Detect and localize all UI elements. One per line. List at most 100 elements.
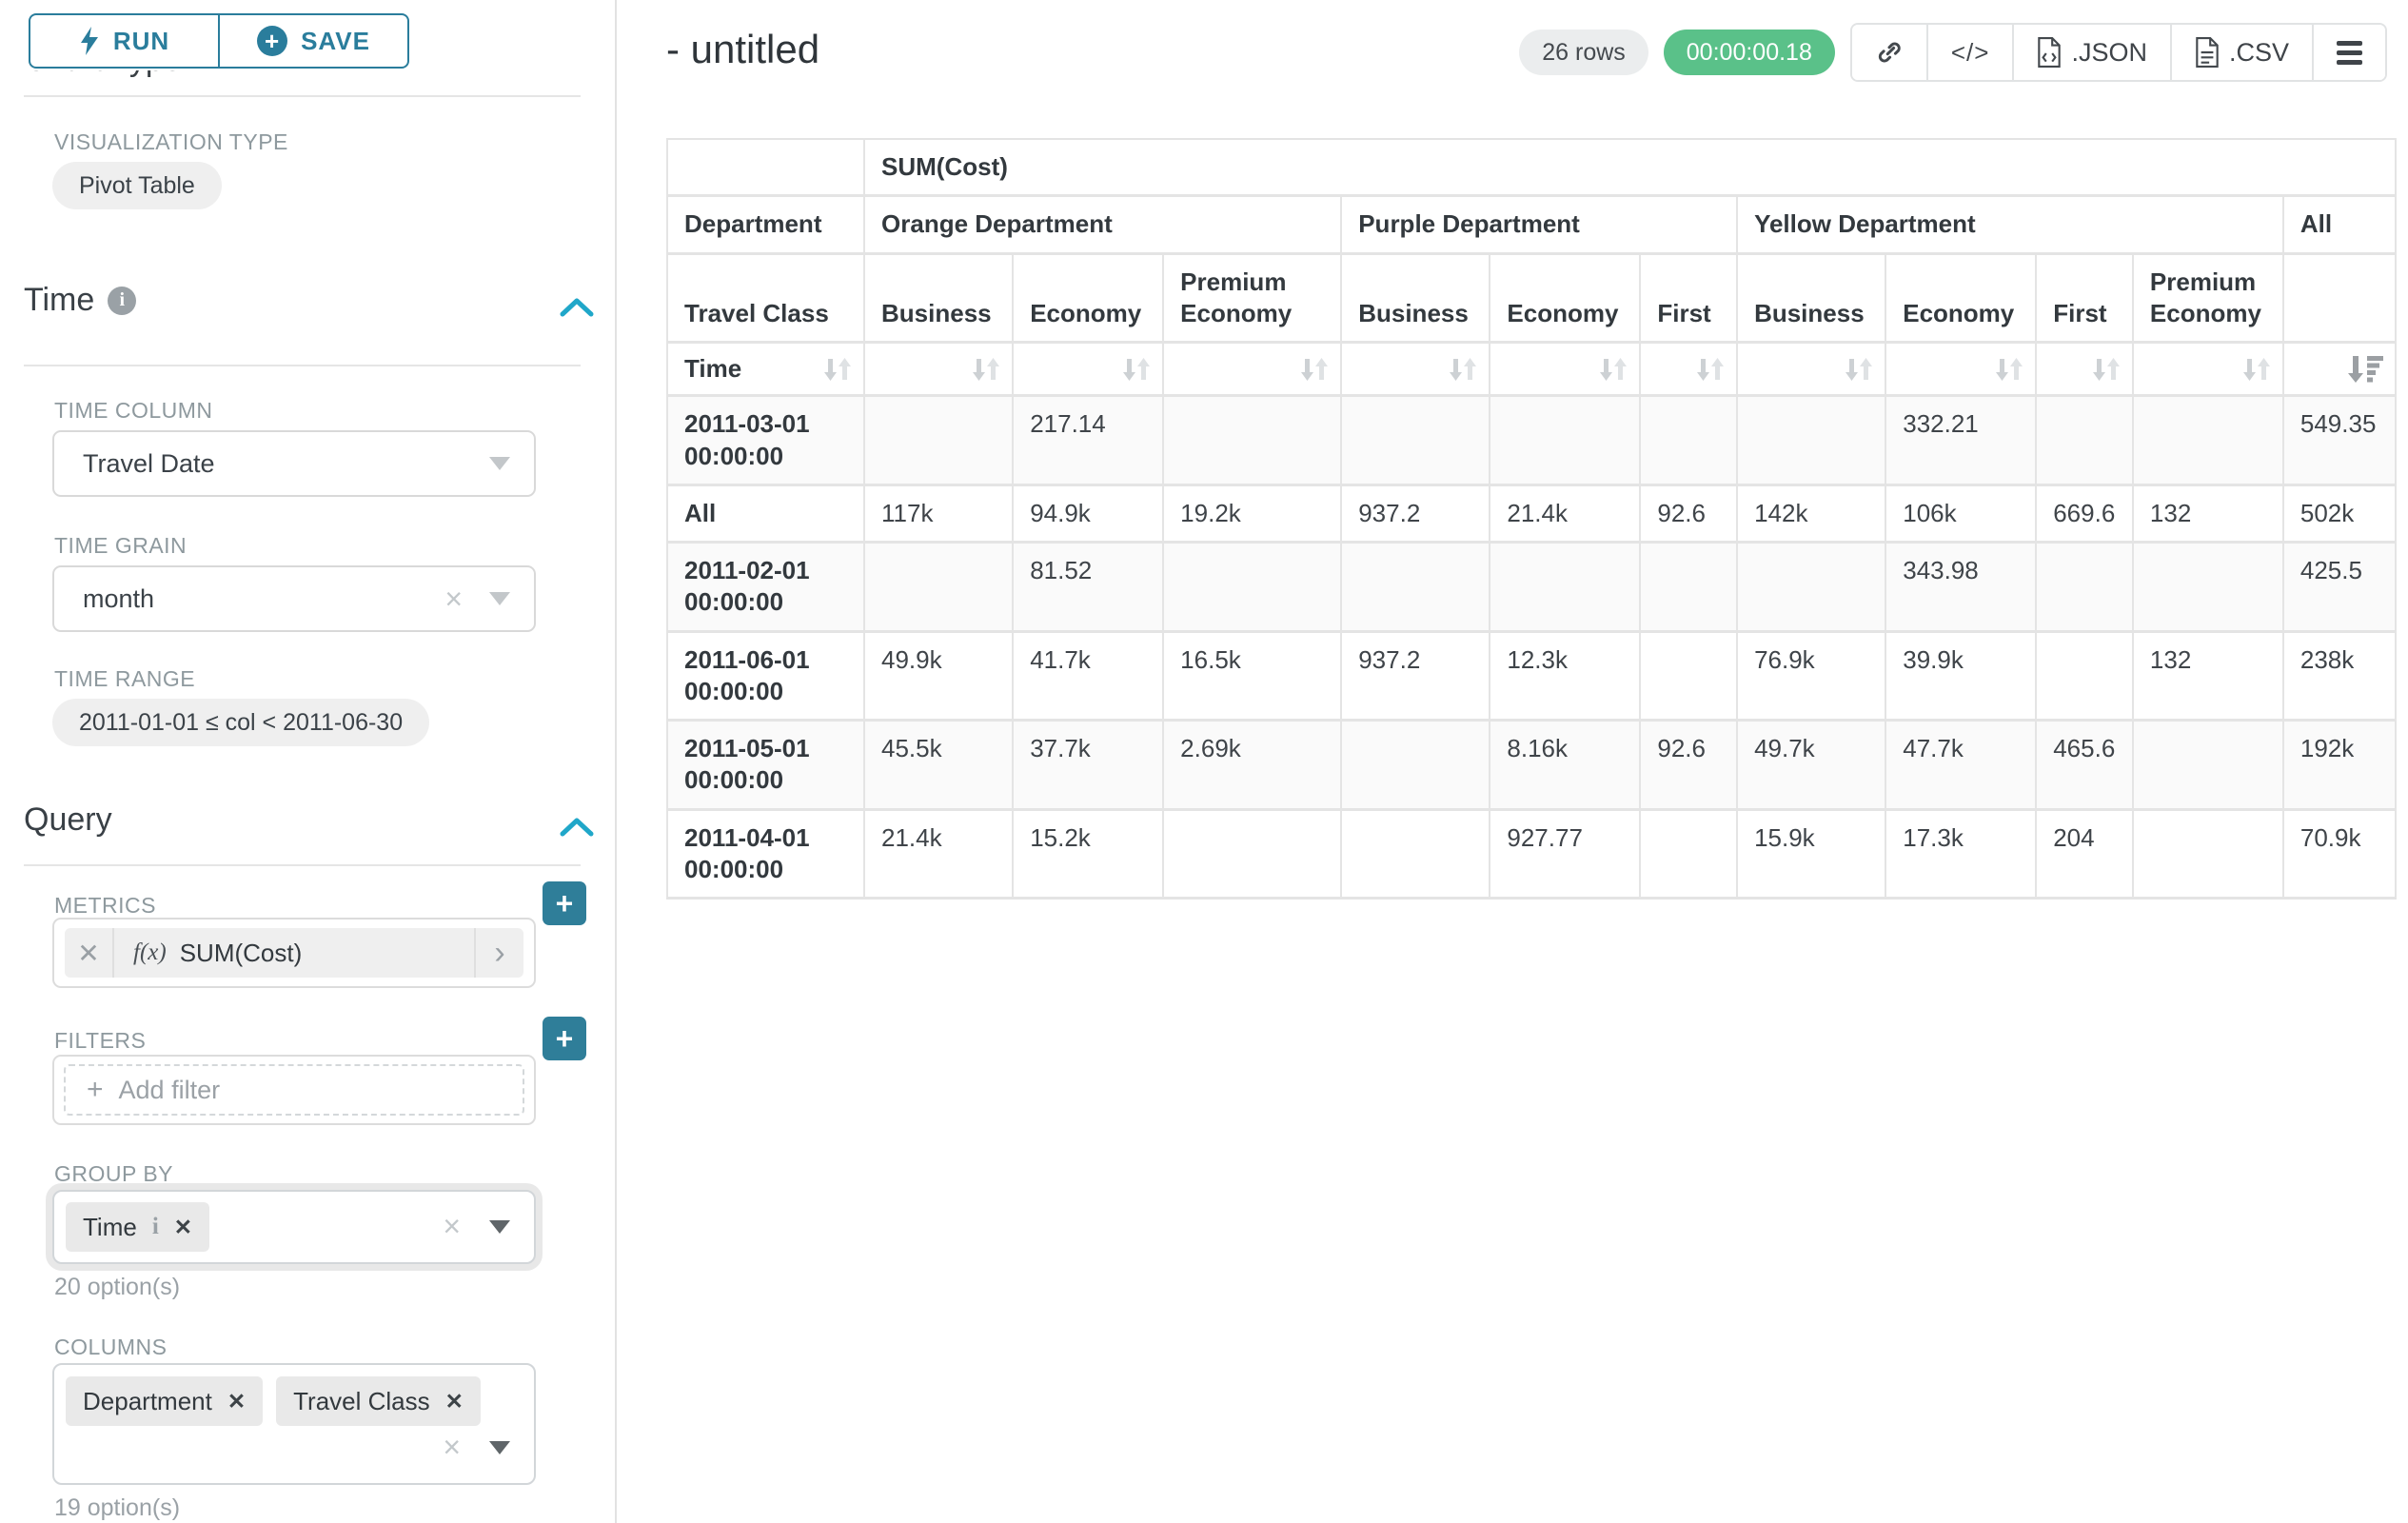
hamburger-icon — [2337, 40, 2362, 65]
pivot-cell: 2.69k — [1163, 720, 1343, 811]
pivot-cell — [1640, 542, 1739, 633]
caret-down-icon — [489, 457, 510, 470]
pivot-cell: 549.35 — [2282, 395, 2398, 486]
columns-chip-department[interactable]: Department ✕ — [66, 1376, 264, 1426]
run-button[interactable]: RUN — [29, 13, 219, 69]
column-subheader: First — [1640, 253, 1739, 345]
table-row: 2011-03-01 00:00:00 217.14 332.21 549.35 — [667, 395, 2398, 486]
save-button[interactable]: + SAVE — [219, 13, 409, 69]
time-collapse-icon[interactable] — [557, 295, 597, 325]
remove-chip-icon[interactable]: ✕ — [173, 1214, 193, 1239]
run-save-bar: RUN + SAVE — [0, 0, 615, 70]
pivot-cell — [864, 542, 1015, 633]
pivot-cell — [2132, 395, 2284, 486]
pivot-cell: 15.2k — [1013, 809, 1165, 900]
table-row: 2011-05-01 00:00:00 45.5k 37.7k 2.69k 8.16k 9… — [667, 720, 2398, 811]
pivot-cell: 39.9k — [1885, 631, 2038, 722]
metrics-container: ✕ f(x) SUM(Cost) › — [52, 918, 536, 988]
time-row-header-sort[interactable]: Time — [667, 342, 866, 398]
json-file-icon — [2038, 37, 2062, 68]
column-sort-button[interactable] — [1640, 342, 1739, 398]
columns-select[interactable]: Department ✕ Travel Class ✕ × — [52, 1363, 536, 1485]
column-sort-button[interactable] — [2132, 342, 2284, 398]
column-sort-button[interactable] — [1341, 342, 1491, 398]
metric-chip[interactable]: ✕ f(x) SUM(Cost) › — [65, 928, 523, 978]
group-by-select[interactable]: Time i ✕ × — [52, 1190, 536, 1264]
column-sort-button[interactable] — [1885, 342, 2038, 398]
group-by-chip-time[interactable]: Time i ✕ — [66, 1202, 210, 1252]
time-section-title: Time i — [24, 282, 137, 319]
time-grain-select[interactable]: month × — [52, 565, 536, 632]
filters-container: + Add filter — [52, 1055, 536, 1125]
lightning-icon — [80, 27, 98, 55]
pivot-cell: 332.21 — [1885, 395, 2038, 486]
column-sort-button[interactable] — [1163, 342, 1343, 398]
pivot-cell: 41.7k — [1013, 631, 1165, 722]
clear-icon[interactable]: × — [444, 581, 463, 616]
table-row: 2011-06-01 00:00:00 49.9k 41.7k 16.5k 937.2 1… — [667, 631, 2398, 722]
pivot-cell — [2036, 395, 2134, 486]
column-subheader — [2282, 253, 2398, 345]
export-json-button[interactable]: .JSON — [2012, 25, 2170, 80]
code-icon: </> — [1950, 37, 1990, 67]
link-icon — [1878, 42, 1901, 63]
row-dimension-header: Department — [667, 195, 866, 255]
caret-down-icon — [489, 1219, 510, 1234]
columns-chip-travel-class[interactable]: Travel Class ✕ — [276, 1376, 481, 1426]
pivot-cell — [1341, 809, 1491, 900]
pivot-cell — [2132, 720, 2284, 811]
column-subheader: Premium Economy — [2132, 253, 2284, 345]
plus-icon: + — [87, 1074, 104, 1105]
add-filter-plus-button[interactable]: + — [543, 1017, 586, 1060]
row-label: 2011-03-01 00:00:00 — [667, 395, 866, 486]
column-group-header: Orange Department — [864, 195, 1343, 255]
plus-circle-icon: + — [257, 26, 288, 56]
pivot-corner-cell — [667, 139, 866, 198]
pivot-cell — [1640, 631, 1739, 722]
pivot-cell: 16.5k — [1163, 631, 1343, 722]
visualization-type-pill[interactable]: Pivot Table — [52, 162, 222, 209]
chart-title[interactable]: - untitled — [666, 27, 820, 71]
time-column-select[interactable]: Travel Date — [52, 430, 536, 497]
time-range-pill[interactable]: 2011-01-01 ≤ col < 2011-06-30 — [52, 699, 430, 746]
pivot-table-container: SUM(Cost) Department Orange Department Purp… — [666, 138, 2398, 900]
divider — [24, 365, 581, 366]
menu-button[interactable] — [2312, 25, 2385, 80]
pivot-cell: 94.9k — [1013, 485, 1165, 544]
remove-metric-icon[interactable]: ✕ — [65, 928, 114, 978]
pivot-cell: 927.77 — [1490, 809, 1642, 900]
column-sort-button[interactable] — [1737, 342, 1887, 398]
remove-chip-icon[interactable]: ✕ — [227, 1388, 247, 1414]
copy-link-button[interactable] — [1851, 25, 1926, 80]
column-sort-button[interactable] — [864, 342, 1015, 398]
column-sort-button[interactable] — [1013, 342, 1165, 398]
column-sort-button-active[interactable] — [2282, 342, 2398, 398]
pivot-cell — [1490, 542, 1642, 633]
column-subheader: Business — [864, 253, 1015, 345]
export-csv-button[interactable]: .CSV — [2169, 25, 2312, 80]
expand-metric-icon[interactable]: › — [474, 928, 523, 978]
pivot-cell: 47.7k — [1885, 720, 2038, 811]
column-sort-button[interactable] — [2036, 342, 2134, 398]
pivot-cell: 132 — [2132, 631, 2284, 722]
function-icon: f(x) — [133, 940, 167, 965]
group-by-label: GROUP BY — [54, 1161, 173, 1186]
clear-icon[interactable]: × — [443, 1209, 461, 1243]
clear-icon[interactable]: × — [443, 1430, 461, 1464]
query-collapse-icon[interactable] — [557, 815, 597, 844]
pivot-cell: 49.7k — [1737, 720, 1887, 811]
add-filter-button[interactable]: + Add filter — [64, 1064, 524, 1116]
pivot-cell: 45.5k — [864, 720, 1015, 811]
add-metric-button[interactable]: + — [543, 881, 586, 925]
filters-label: FILTERS — [54, 1028, 147, 1053]
info-icon[interactable]: i — [108, 286, 137, 315]
pivot-cell: 76.9k — [1737, 631, 1887, 722]
pivot-cell: 17.3k — [1885, 809, 2038, 900]
pivot-cell: 81.52 — [1013, 542, 1165, 633]
pivot-cell: 465.6 — [2036, 720, 2134, 811]
pivot-cell — [1341, 542, 1491, 633]
embed-code-button[interactable]: </> — [1925, 25, 2013, 80]
remove-chip-icon[interactable]: ✕ — [444, 1388, 464, 1414]
column-sort-button[interactable] — [1490, 342, 1642, 398]
pivot-cell — [2036, 542, 2134, 633]
